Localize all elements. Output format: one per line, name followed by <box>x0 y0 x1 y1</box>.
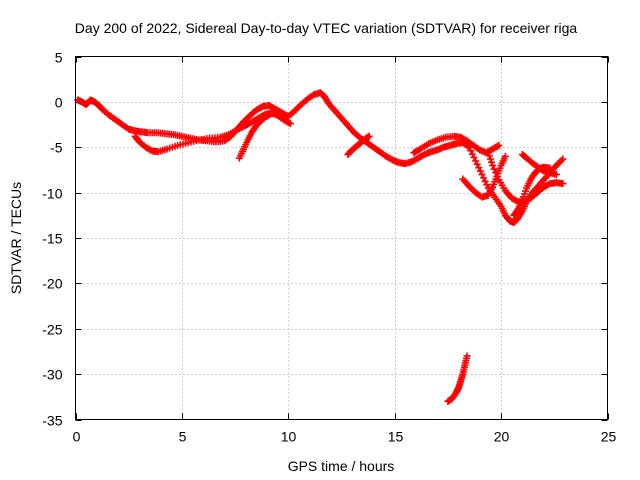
data-point <box>501 152 509 160</box>
y-tick-label: -20 <box>42 276 62 292</box>
data-point-interp <box>490 165 498 173</box>
x-tick-label: 15 <box>388 429 404 445</box>
data-point <box>559 180 567 188</box>
data-point-interp <box>470 153 478 161</box>
x-tick-label: 20 <box>494 429 510 445</box>
series-branch-16h-19h <box>410 132 503 157</box>
data-point-interp <box>481 177 489 185</box>
plot-frame <box>75 56 608 420</box>
data-point-interp <box>492 169 500 177</box>
y-tick-label: -10 <box>42 186 62 202</box>
x-axis-label: GPS time / hours <box>288 458 395 474</box>
x-tick-label: 0 <box>73 429 81 445</box>
data-point-interp <box>488 158 496 166</box>
y-tick-label: -25 <box>42 322 62 338</box>
data-point-interp <box>485 152 493 160</box>
series-branch-8h <box>235 109 277 162</box>
data-point-interp <box>486 155 494 163</box>
y-tick-label: 5 <box>55 50 63 66</box>
y-tick-label: 0 <box>55 95 63 111</box>
data-point-interp <box>473 160 481 168</box>
data-marks <box>74 89 567 405</box>
series-branch-22h <box>518 151 560 178</box>
data-point <box>489 161 497 169</box>
y-tick-label: -30 <box>42 367 62 383</box>
data-point <box>484 149 492 157</box>
series-isolated-arc <box>444 352 471 405</box>
axes: 0 5 10 15 20 25 5 0 -5 -10 -15 -20 -25 -30 -35 <box>42 50 616 445</box>
x-tick-label: 10 <box>281 429 297 445</box>
y-axis-label: SDTVAR / TECUs <box>8 182 24 294</box>
x-tick-label: 25 <box>601 429 617 445</box>
data-point-interp <box>476 167 484 175</box>
series-main-trace <box>74 89 567 227</box>
data-point <box>495 141 503 149</box>
chart-title: Day 200 of 2022, Sidereal Day-to-day VTE… <box>75 20 578 36</box>
grid-lines <box>75 56 608 420</box>
data-point <box>472 157 480 165</box>
y-tick-label: -15 <box>42 231 62 247</box>
data-point-interp <box>468 150 476 158</box>
data-point <box>478 170 486 178</box>
data-point <box>269 109 277 117</box>
data-point <box>286 120 294 128</box>
series-branch-18h-20h <box>459 152 509 201</box>
data-point-interp <box>480 174 488 182</box>
data-point-interp <box>493 172 501 180</box>
data-point <box>552 170 560 178</box>
series-branch-13h <box>344 132 373 159</box>
data-point <box>559 155 567 163</box>
x-tick-label: 5 <box>179 429 187 445</box>
data-point <box>365 132 373 140</box>
data-point <box>463 352 471 360</box>
data-point-interp <box>475 164 483 172</box>
series-secondary-trace <box>131 109 294 156</box>
y-tick-label: -35 <box>42 413 62 429</box>
y-tick-label: -5 <box>50 140 63 156</box>
